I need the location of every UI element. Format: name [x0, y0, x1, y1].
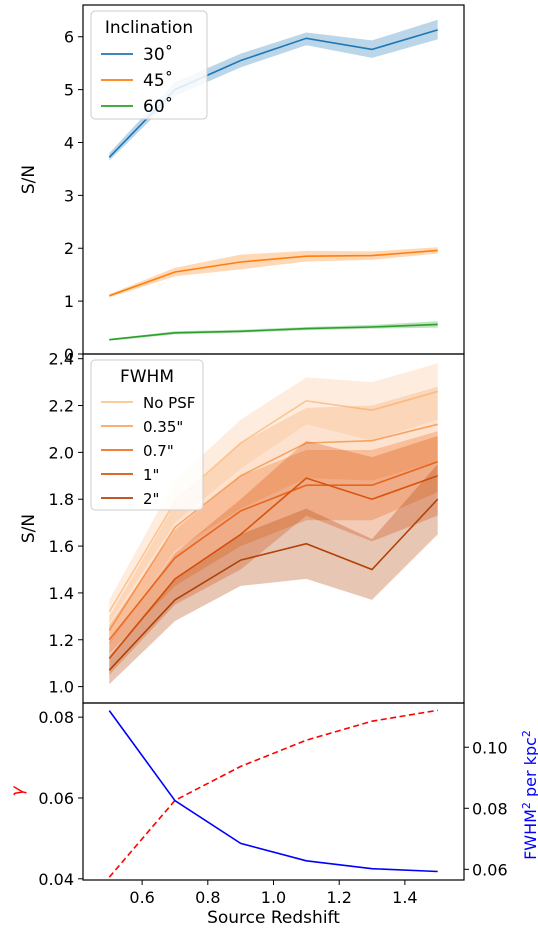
xtick-label: 0.6 [129, 888, 154, 907]
xtick-label: 0.8 [195, 888, 220, 907]
ytick-label: 0 [64, 345, 74, 364]
band-2-0 [109, 363, 438, 624]
y-axis-right-label-part: FWHM [521, 809, 538, 860]
legend-entry: 1" [143, 466, 159, 484]
legend-entry: 0.35" [143, 418, 183, 436]
band-2-3 [109, 436, 438, 675]
ytick-label: 1.2 [49, 631, 74, 650]
series-line-2-1 [108, 423, 438, 631]
panel-2: 1.0 1.2 1.4 1.6 1.8 2.0 2.2 2.4 S/N FWHM No PSF 0.3… [19, 350, 465, 704]
ytick-label: 3 [64, 186, 74, 205]
series-line-1-2 [109, 323, 438, 341]
panel-3: 0.04 0.06 0.08 0.06 0.08 0.10 0.6 0.8 1.0 1.2 1.4 γ… [8, 702, 538, 928]
legend-entry: No PSF [143, 394, 195, 412]
axes-frame-3 [82, 702, 465, 881]
band-2-4 [109, 464, 438, 685]
ytick-label: 1.6 [49, 537, 74, 556]
legend-1: Inclination 30˚ 45˚ 60˚ [90, 10, 208, 120]
legend-entry: 30˚ [143, 44, 173, 65]
series-line-1-1 [109, 249, 438, 297]
series-line-3-0 [108, 709, 438, 878]
legend-entry: 2" [143, 490, 159, 508]
band-2-1 [109, 386, 438, 645]
legend-entry: 0.7" [143, 442, 174, 460]
panel-1: 0 1 2 3 4 5 6 S/N Inclination 30˚ 45˚ 60˚ [19, 4, 465, 364]
x-axis-label: Source Redshift [207, 908, 340, 928]
ytick-right-label: 0.10 [472, 738, 508, 757]
ytick-label: 6 [64, 28, 74, 47]
legend-box [90, 10, 208, 120]
y-axis-right-label-part: per kpc [521, 737, 538, 802]
series-line-2-0 [108, 390, 438, 613]
ytick-label: 2.2 [49, 397, 74, 416]
ytick-label: 0.04 [38, 870, 74, 889]
legend-entry: 45˚ [143, 70, 173, 91]
ytick-label: 5 [64, 81, 74, 100]
band-1-1 [109, 247, 438, 298]
y-axis-label-3: γ [8, 786, 28, 797]
ytick-label: 1.8 [49, 490, 74, 509]
series-line-2-3 [108, 475, 438, 660]
ytick-label: 2.0 [49, 443, 74, 462]
y-axis-label-1: S/N [19, 165, 39, 194]
y-axis-right-label: FWHM2 per kpc2 [520, 730, 538, 860]
ytick-right-label: 0.06 [472, 860, 508, 879]
legend-title: FWHM [120, 367, 174, 387]
band-1-2 [109, 321, 438, 341]
ytick-label: 1 [64, 292, 74, 311]
legend-box [90, 359, 204, 511]
ytick-right-label: 0.08 [472, 799, 508, 818]
series-line-2-2 [108, 460, 438, 641]
ytick-label: 2.4 [49, 350, 74, 369]
ytick-label: 2 [64, 239, 74, 258]
series-line-3-1 [108, 710, 438, 873]
xtick-label: 1.4 [392, 888, 417, 907]
ytick-label: 4 [64, 133, 74, 152]
y-axis-right-label-part: 2 [520, 802, 533, 809]
ytick-label: 0.08 [38, 708, 74, 727]
legend-entry: 60˚ [143, 96, 173, 117]
legend-title: Inclination [105, 18, 193, 38]
legend-2: FWHM No PSF 0.35" 0.7" 1" 2" [90, 359, 204, 511]
y-axis-right-label-part: 2 [520, 730, 533, 737]
xtick-label: 1.0 [261, 888, 286, 907]
ytick-label: 0.06 [38, 789, 74, 808]
xtick-label: 1.2 [326, 888, 351, 907]
ytick-label: 1.4 [49, 584, 74, 603]
ytick-label: 1.0 [49, 678, 74, 697]
series-line-2-4 [108, 498, 439, 671]
y-axis-label-2: S/N [19, 514, 39, 543]
band-2-2 [109, 431, 438, 654]
